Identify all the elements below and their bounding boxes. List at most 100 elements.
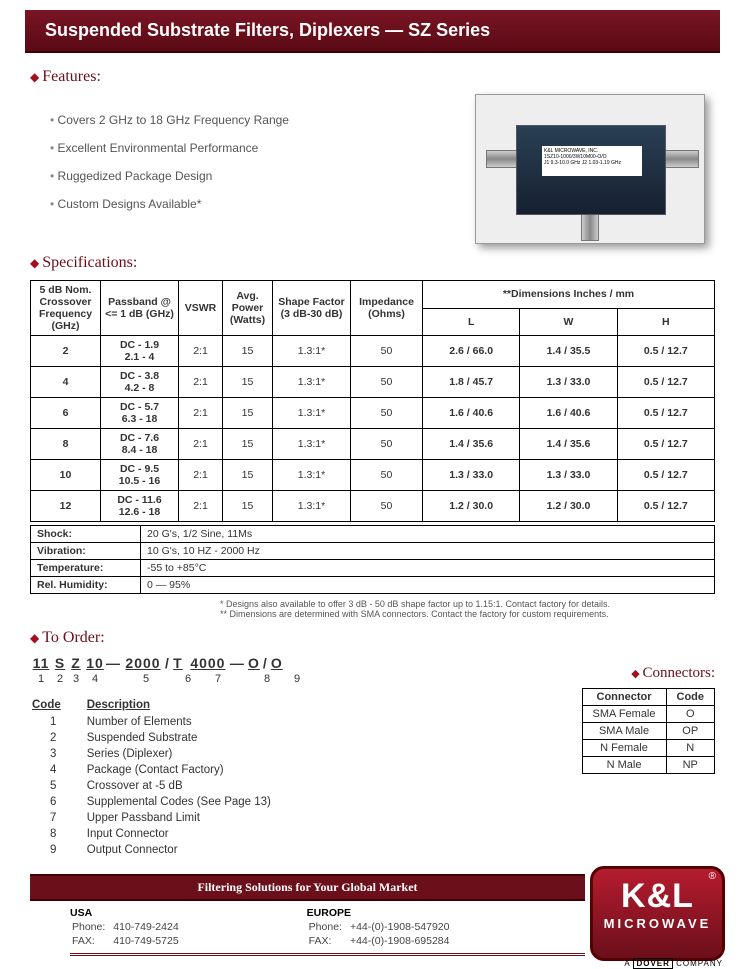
code-desc: Number of Elements [87, 715, 295, 729]
table-row: 10DC - 9.5 10.5 - 162:1151.3:1*501.3 / 3… [31, 460, 715, 491]
table-cell: 4 [31, 367, 101, 398]
connectors-table: ConnectorCode SMA FemaleOSMA MaleOPN Fem… [582, 688, 715, 774]
conn-name: SMA Female [582, 706, 666, 723]
order-seg: 2000 [121, 655, 165, 671]
table-cell: 50 [351, 336, 423, 367]
table-cell: 1.8 / 45.7 [423, 367, 520, 398]
table-cell: 15 [223, 491, 273, 522]
table-cell: 1.3 / 33.0 [520, 460, 617, 491]
page-title: Suspended Substrate Filters, Diplexers —… [25, 10, 720, 53]
features-list: Covers 2 GHz to 18 GHz Frequency Range E… [30, 94, 455, 225]
conn-code: NP [666, 757, 715, 774]
code-num: 6 [32, 795, 85, 809]
specs-heading: Specifications: [30, 254, 715, 272]
order-seg: Z [68, 655, 84, 671]
table-cell: 50 [351, 429, 423, 460]
col-imp: Impedance (Ohms) [351, 281, 423, 336]
order-seg: O [245, 655, 263, 671]
order-seg: T [170, 655, 186, 671]
order-idx-seg: 8 [258, 673, 276, 685]
code-desc: Output Connector [87, 843, 295, 857]
dover-tag: A DOVER COMPANY [624, 959, 723, 968]
env-value: 0 — 95% [141, 577, 715, 594]
table-row: Vibration:10 G's, 10 HZ - 2000 Hz [31, 543, 715, 560]
table-cell: 2:1 [179, 460, 223, 491]
features-heading: Features: [30, 68, 715, 86]
product-image: K&L MICROWAVE, INC. 1SZ10-1000/3W10M00-O… [475, 94, 705, 244]
order-code: 11SZ10—2000/T4000—O/O [30, 655, 306, 671]
table-cell: 12 [31, 491, 101, 522]
table-row: 8Input Connector [32, 827, 295, 841]
code-num: 1 [32, 715, 85, 729]
table-row: 2DC - 1.9 2.1 - 42:1151.3:1*502.6 / 66.0… [31, 336, 715, 367]
code-desc: Series (Diplexer) [87, 747, 295, 761]
table-cell: DC - 1.9 2.1 - 4 [101, 336, 179, 367]
footnote-1: * Designs also available to offer 3 dB -… [220, 599, 715, 609]
table-cell: 0.5 / 12.7 [617, 429, 714, 460]
table-cell: 1.6 / 40.6 [423, 398, 520, 429]
env-label: Shock: [31, 526, 141, 543]
eu-fax: +44-(0)-1908-695284 [350, 935, 456, 947]
feature-item: Ruggedized Package Design [50, 169, 455, 183]
table-row: Shock:20 G's, 1/2 Sine, 11Ms [31, 526, 715, 543]
code-num: 5 [32, 779, 85, 793]
col-power: Avg. Power (Watts) [223, 281, 273, 336]
order-seg: — [230, 655, 245, 671]
feature-item: Covers 2 GHz to 18 GHz Frequency Range [50, 113, 455, 127]
env-label: Vibration: [31, 543, 141, 560]
table-cell: 1.3:1* [273, 429, 351, 460]
code-desc: Crossover at -5 dB [87, 779, 295, 793]
order-idx-seg: 2 [52, 673, 68, 685]
table-row: 7Upper Passband Limit [32, 811, 295, 825]
usa-fax-label: FAX: [72, 935, 111, 947]
order-idx-seg: 5 [124, 673, 168, 685]
table-cell: 50 [351, 491, 423, 522]
table-cell: 50 [351, 460, 423, 491]
table-cell: 1.3:1* [273, 460, 351, 491]
table-row: 12DC - 11.6 12.6 - 182:1151.3:1*501.2 / … [31, 491, 715, 522]
env-label: Temperature: [31, 560, 141, 577]
order-idx-seg: 3 [68, 673, 84, 685]
table-cell: DC - 3.8 4.2 - 8 [101, 367, 179, 398]
order-seg: O [268, 655, 286, 671]
usa-fax: 410-749-5725 [113, 935, 184, 947]
table-cell: 50 [351, 367, 423, 398]
conn-name: SMA Male [582, 723, 666, 740]
table-row: SMA FemaleO [582, 706, 714, 723]
table-cell: 0.5 / 12.7 [617, 367, 714, 398]
contacts: USA Phone:410-749-2424 FAX:410-749-5725 … [70, 907, 585, 956]
logo: ® K&L MICROWAVE [590, 866, 725, 961]
order-idx-seg: 1 [30, 673, 52, 685]
usa-phone-label: Phone: [72, 921, 111, 933]
order-idx-seg: 4 [84, 673, 106, 685]
code-desc: Upper Passband Limit [87, 811, 295, 825]
code-description: CodeDescription 1Number of Elements2Susp… [30, 695, 306, 859]
table-cell: 1.3:1* [273, 336, 351, 367]
table-cell: 0.5 / 12.7 [617, 336, 714, 367]
table-cell: 15 [223, 367, 273, 398]
logo-reg: ® [709, 871, 716, 882]
usa-phone: 410-749-2424 [113, 921, 184, 933]
logo-kl: K&L [593, 869, 722, 916]
order-seg: S [52, 655, 68, 671]
conn-head-1: Connector [582, 689, 666, 706]
col-vswr: VSWR [179, 281, 223, 336]
connectors-heading: Connectors: [582, 665, 715, 682]
code-num: 3 [32, 747, 85, 761]
order-index: 123456789 [30, 673, 306, 685]
table-row: 3Series (Diplexer) [32, 747, 295, 761]
table-cell: DC - 7.6 8.4 - 18 [101, 429, 179, 460]
table-cell: 2:1 [179, 429, 223, 460]
env-value: 10 G's, 10 HZ - 2000 Hz [141, 543, 715, 560]
conn-code: O [666, 706, 715, 723]
code-desc: Input Connector [87, 827, 295, 841]
table-cell: 50 [351, 398, 423, 429]
conn-name: N Female [582, 740, 666, 757]
europe-heading: EUROPE [307, 907, 458, 919]
product-label: K&L MICROWAVE, INC. 1SZ10-1000/3W10M00-O… [542, 146, 642, 176]
eu-fax-label: FAX: [309, 935, 348, 947]
table-cell: 6 [31, 398, 101, 429]
table-row: 1Number of Elements [32, 715, 295, 729]
order-seg: 11 [30, 655, 52, 671]
usa-heading: USA [70, 907, 187, 919]
